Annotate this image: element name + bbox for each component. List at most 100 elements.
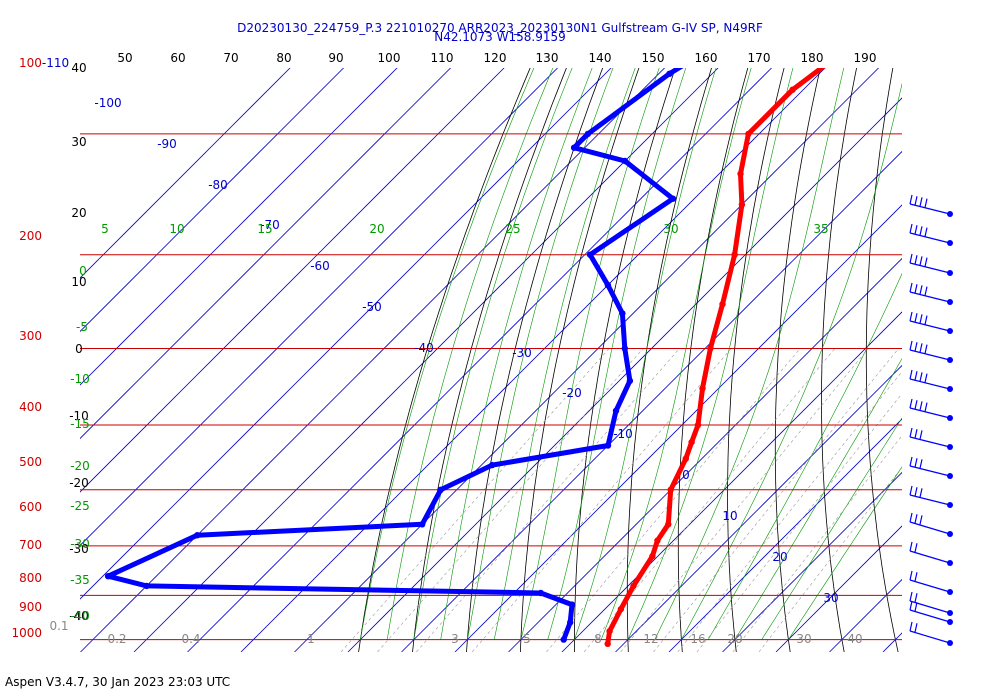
dry-adiabat-line [520, 68, 640, 652]
mixing-ratio-line [471, 348, 732, 652]
dry-adiabat-line [910, 0, 1000, 652]
temperature-point [630, 582, 637, 590]
dry-adiabat-line [993, 0, 1000, 652]
mixing-ratio-line [677, 371, 902, 652]
top-scale-label: 80 [276, 51, 291, 65]
wind-barb [909, 398, 953, 421]
dry-adiabat-line [952, 0, 1000, 652]
mixing-ratio-label: 0.4 [181, 632, 200, 646]
wind-barb [909, 456, 953, 479]
mixing-ratio-line [377, 348, 644, 652]
dewpoint-point [584, 130, 592, 138]
dry-adiabat-line [727, 68, 785, 652]
temperature-point [694, 421, 702, 429]
temperature-point [606, 627, 613, 635]
wind-barb [909, 282, 953, 305]
footer-text: Aspen V3.4.7, 30 Jan 2023 23:03 UTC [5, 675, 231, 689]
dewpoint-point [669, 195, 677, 202]
temperature-point [738, 201, 746, 208]
isotherm-line [240, 68, 826, 652]
temperature-point [654, 537, 661, 544]
wind-barb [909, 427, 953, 450]
isotherm-line [454, 204, 902, 652]
isotherm-label: 0 [682, 468, 690, 482]
temperature-point [699, 385, 706, 392]
temperature-point [617, 605, 625, 613]
moist-adiabat-line [360, 68, 535, 640]
mixing-ratio-label: 1 [307, 632, 315, 646]
isotherm-line [80, 68, 345, 333]
mixing-ratio-line [620, 348, 869, 652]
isotherm-line [882, 632, 902, 652]
top-scale-label: 130 [536, 51, 559, 65]
isotherm-label: -90 [157, 137, 177, 151]
dewpoint-point [537, 589, 544, 597]
top-scale-label: 190 [854, 51, 877, 65]
temperature-point [737, 170, 744, 178]
moist-adiabat-left-label: -5 [76, 320, 88, 334]
wind-barb [909, 512, 953, 537]
mixing-ratio-label: 16 [690, 632, 705, 646]
pressure-label: 200 [19, 229, 42, 243]
moist-adiabat-left-label: -25 [70, 499, 90, 513]
dewpoint-point [194, 532, 201, 539]
moist-adiabat-label: 25 [505, 222, 520, 236]
wind-barb [909, 485, 953, 508]
wind-barb [909, 253, 953, 276]
moist-adiabat-label: 20 [369, 222, 384, 236]
dewpoint-point [604, 281, 612, 289]
isotherm-line [294, 68, 880, 652]
mixing-ratio-label: 3 [451, 632, 459, 646]
dewpoint-point [612, 407, 620, 414]
moist-adiabat-line [386, 68, 554, 640]
mixing-ratio-label: 0.2 [107, 632, 126, 646]
isotherm-line [80, 68, 612, 600]
moist-adiabat-line [681, 82, 902, 640]
pressure-label: 1000 [11, 626, 42, 640]
dewpoint-point [621, 157, 629, 165]
dry-adiabat-line [466, 68, 604, 652]
dewpoint-point [621, 345, 628, 352]
dry-adiabat-line [358, 68, 531, 652]
isotherm-label: -70 [260, 218, 280, 232]
isotherm-label: -80 [208, 178, 228, 192]
temperature-point [682, 455, 689, 462]
left-scale-label: 0 [75, 342, 83, 356]
mixing-ratio-line [653, 348, 899, 652]
moist-adiabat-label: 10 [169, 222, 184, 236]
top-scale-label: 50 [117, 51, 132, 65]
dewpoint-point [104, 573, 112, 580]
moist-adiabat-line [734, 358, 902, 640]
top-scale-label: 60 [170, 51, 185, 65]
isotherm-label: -60 [310, 259, 330, 273]
isotherm-line [615, 364, 902, 652]
moist-adiabat-line [413, 68, 573, 640]
pressure-label: 800 [19, 571, 42, 585]
temperature-point [833, 54, 839, 60]
top-scale-label: 150 [642, 51, 665, 65]
pressure-label: 300 [19, 329, 42, 343]
moist-adiabat-line [520, 68, 660, 640]
temperature-point [789, 86, 796, 93]
moist-adiabat-label: 5 [101, 222, 109, 236]
moist-adiabat-line [574, 68, 717, 640]
wind-barb [909, 369, 953, 392]
dewpoint-point [750, 19, 756, 25]
left-scale-label: 20 [71, 206, 86, 220]
temperature-point [665, 521, 672, 528]
dewpoint-point [604, 442, 612, 449]
moist-adiabat-left-label: -20 [70, 459, 90, 473]
dewpoint-point [560, 636, 567, 643]
dewpoint-point [626, 377, 634, 384]
left-scale-label: 30 [71, 135, 86, 149]
wind-barb [909, 223, 953, 246]
isotherm-label: 30 [823, 591, 838, 605]
isotherm-line [80, 68, 505, 493]
wind-barb [909, 541, 953, 566]
temperature-point [719, 301, 726, 308]
top-scale-label: 90 [328, 51, 343, 65]
pressure-label: 400 [19, 400, 42, 414]
mixing-ratio-label: 30 [796, 632, 811, 646]
moist-adiabat-line [761, 417, 902, 640]
chart-title: D20230130_224759_P.3 221010270 ARR2023_2… [237, 21, 763, 35]
